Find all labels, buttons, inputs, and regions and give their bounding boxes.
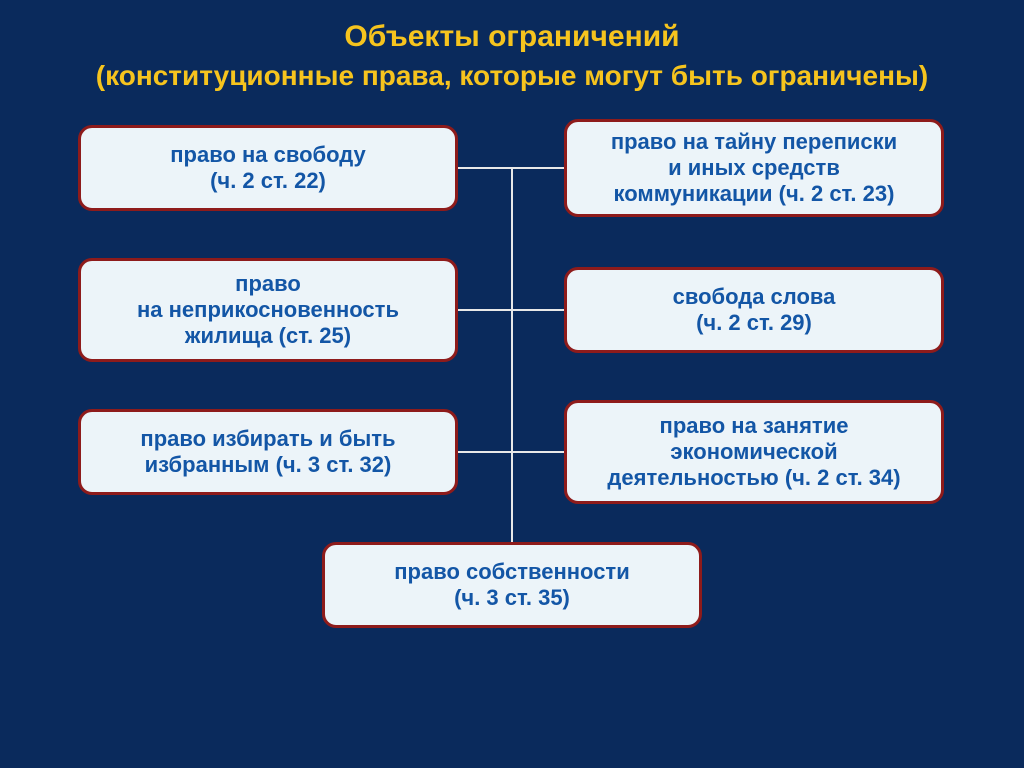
node-n6-label: право на занятие экономической деятельно… xyxy=(607,413,900,491)
node-n1: право на свободу (ч. 2 ст. 22) xyxy=(78,125,458,211)
node-n3-label: право на неприкосновенность жилища (ст. … xyxy=(137,271,399,349)
title-block: Объекты ограничений (конституционные пра… xyxy=(0,18,1024,93)
node-n4-label: свобода слова (ч. 2 ст. 29) xyxy=(673,284,836,336)
node-n1-label: право на свободу (ч. 2 ст. 22) xyxy=(170,142,366,194)
node-n5: право избирать и быть избранным (ч. 3 ст… xyxy=(78,409,458,495)
node-n3: право на неприкосновенность жилища (ст. … xyxy=(78,258,458,362)
title-line1: Объекты ограничений xyxy=(0,18,1024,56)
connector-layer xyxy=(0,0,1024,768)
node-n2-label: право на тайну переписки и иных средств … xyxy=(611,129,897,207)
node-n7: право собственности (ч. 3 ст. 35) xyxy=(322,542,702,628)
title-line2: (конституционные права, которые могут бы… xyxy=(0,58,1024,93)
node-n7-label: право собственности (ч. 3 ст. 35) xyxy=(394,559,629,611)
node-n2: право на тайну переписки и иных средств … xyxy=(564,119,944,217)
node-n6: право на занятие экономической деятельно… xyxy=(564,400,944,504)
node-n4: свобода слова (ч. 2 ст. 29) xyxy=(564,267,944,353)
node-n5-label: право избирать и быть избранным (ч. 3 ст… xyxy=(140,426,395,478)
